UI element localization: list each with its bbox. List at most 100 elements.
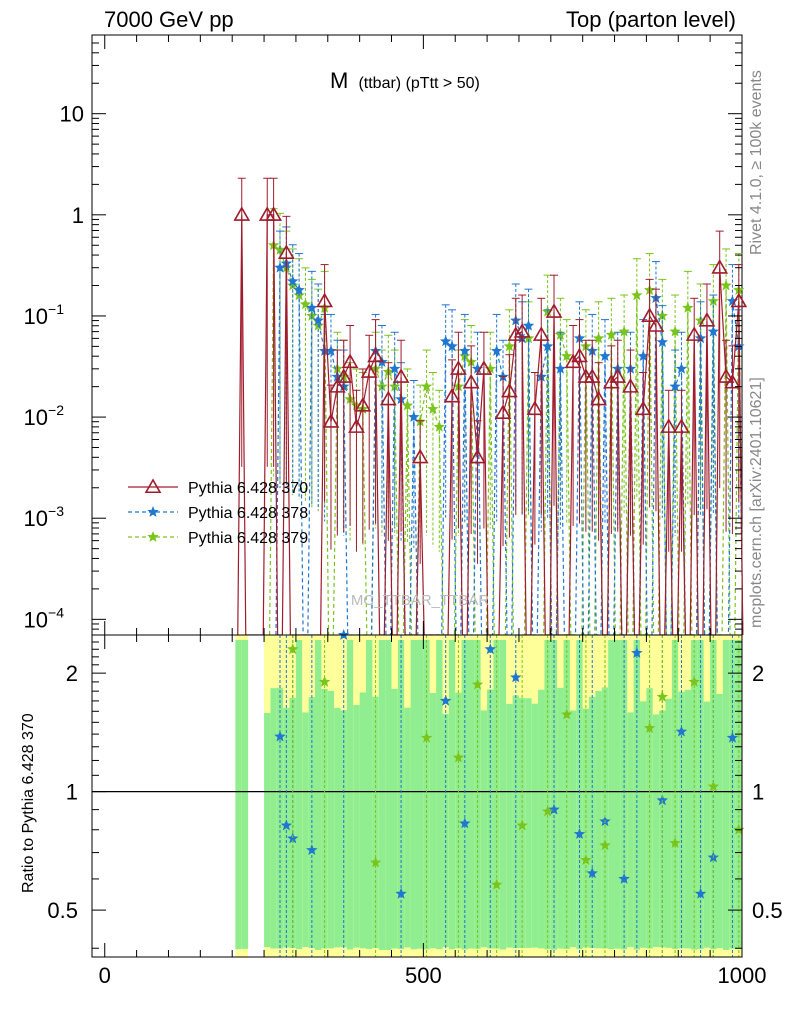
uncertainty-band-inner	[691, 640, 698, 950]
main-plot-panel: 10 1 10−1 10−2 10−3 10−4 MC_TTBAR_TTBAR M (tt…	[24, 34, 748, 636]
data-point	[328, 378, 346, 393]
uncertainty-band-inner	[640, 701, 647, 948]
uncertainty-band-inner	[729, 640, 736, 949]
uncertainty-band-inner	[595, 691, 602, 949]
data-point	[411, 448, 429, 464]
ratio-point	[452, 751, 465, 763]
data-point	[730, 292, 748, 308]
data-point	[408, 411, 420, 422]
ratio-point	[440, 694, 452, 706]
ratio-point	[586, 867, 598, 879]
ratio-series-379	[287, 635, 745, 957]
data-point	[274, 243, 286, 255]
data-point	[440, 335, 452, 347]
data-point	[634, 400, 652, 416]
uncertainty-band-inner	[608, 640, 615, 950]
data-point	[641, 307, 658, 322]
data-point	[682, 301, 694, 313]
mcplots-citation-label: mcplots.cern.ch [arXiv:2401.10621]	[748, 377, 765, 628]
legend-marker	[147, 531, 159, 542]
uncertainty-band-inner	[538, 689, 545, 949]
uncertainty-band-inner	[410, 640, 417, 950]
uncertainty-band-inner	[467, 640, 475, 949]
data-point	[450, 360, 467, 375]
rivet-version-label: Rivet 4.1.0, ≥ 100k events	[748, 70, 765, 255]
uncertainty-band-inner	[614, 640, 621, 949]
uncertainty-band-inner	[474, 640, 481, 949]
uncertainty-band-inner	[627, 712, 634, 948]
uncertainty-band-inner	[340, 710, 347, 948]
uncertainty-band-inner	[499, 640, 507, 950]
ratio-point	[459, 817, 471, 829]
data-point	[711, 259, 729, 274]
uncertainty-band-inner	[703, 701, 711, 948]
ratio-y-tick-label-left: 2	[66, 661, 78, 686]
data-point	[316, 292, 333, 308]
uncertainty-band-inner	[404, 707, 411, 948]
uncertainty-band-inner	[321, 688, 328, 949]
ratio-point	[420, 731, 433, 743]
data-point	[707, 325, 719, 337]
uncertainty-band-inner	[550, 640, 558, 950]
ratio-point	[573, 828, 586, 839]
uncertainty-band-inner	[315, 640, 322, 950]
data-point	[389, 380, 401, 392]
data-point	[522, 332, 535, 344]
plot-title-sub: (ttbar) (pTtt > 50)	[358, 75, 479, 92]
data-point	[647, 317, 665, 332]
ratio-point	[338, 629, 350, 640]
ratio-point	[306, 844, 318, 855]
data-point	[469, 448, 486, 464]
data-point	[554, 362, 567, 374]
uncertainty-band-inner	[544, 640, 551, 950]
legend-marker	[147, 506, 159, 517]
data-point	[360, 363, 378, 378]
data-point	[274, 261, 286, 273]
data-point	[561, 350, 573, 361]
data-point	[522, 319, 535, 331]
ratio-point	[318, 675, 331, 687]
data-point	[675, 362, 688, 374]
data-point	[443, 387, 461, 403]
legend-label: Pythia 6.428 378	[188, 505, 308, 522]
ratio-point	[548, 803, 560, 815]
data-point	[622, 378, 639, 393]
ratio-point	[287, 643, 299, 655]
ratio-point	[599, 839, 611, 851]
ratio-y-axis-label: Ratio to Pythia 6.428 370	[20, 713, 37, 893]
uncertainty-band-inner	[417, 640, 424, 949]
uncertainty-band-inner	[366, 640, 373, 949]
ratio-point	[688, 675, 700, 687]
uncertainty-band-inner	[334, 707, 341, 948]
data-point	[471, 362, 484, 374]
ratio-y-tick-label-left: 0.5	[47, 898, 78, 923]
data-point	[446, 340, 458, 352]
uncertainty-band-inner	[716, 694, 723, 949]
y-tick-label: 10−2	[24, 402, 65, 430]
ratio-point	[631, 647, 643, 658]
data-point	[609, 368, 627, 383]
ratio-point	[669, 837, 681, 848]
uncertainty-band-inner	[671, 640, 679, 949]
watermark: MC_TTBAR_TTBAR	[351, 592, 490, 609]
data-point	[287, 275, 299, 287]
uncertainty-band-inner	[235, 640, 242, 950]
x-tick-label: 500	[405, 963, 442, 988]
data-point	[484, 362, 496, 374]
data-point	[322, 413, 340, 428]
data-point	[354, 396, 372, 412]
ratio-point	[516, 819, 528, 831]
ratio-point	[643, 722, 656, 733]
legend-label: Pythia 6.428 379	[188, 530, 308, 547]
uncertainty-band-inner	[378, 640, 386, 950]
data-point	[726, 295, 739, 306]
ratio-point	[694, 887, 707, 899]
data-point	[637, 350, 649, 361]
x-tick-label: 0	[99, 963, 111, 988]
uncertainty-band-inner	[359, 692, 367, 949]
uncertainty-band-inner	[448, 640, 456, 950]
data-point	[720, 279, 732, 291]
uncertainty-band-inner	[722, 640, 730, 950]
data-point	[656, 309, 668, 321]
ratio-point	[395, 887, 407, 899]
